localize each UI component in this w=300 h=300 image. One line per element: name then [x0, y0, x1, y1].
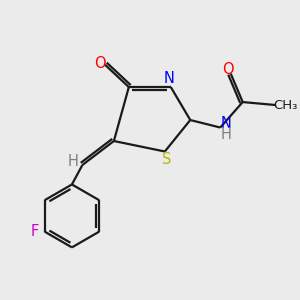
Text: H: H: [220, 127, 231, 142]
Text: F: F: [31, 224, 39, 239]
Text: H: H: [68, 154, 78, 169]
Text: O: O: [222, 61, 233, 76]
Text: S: S: [162, 152, 171, 167]
Text: N: N: [220, 116, 231, 131]
Text: N: N: [164, 71, 175, 86]
Text: O: O: [94, 56, 105, 70]
Text: CH₃: CH₃: [273, 99, 298, 112]
